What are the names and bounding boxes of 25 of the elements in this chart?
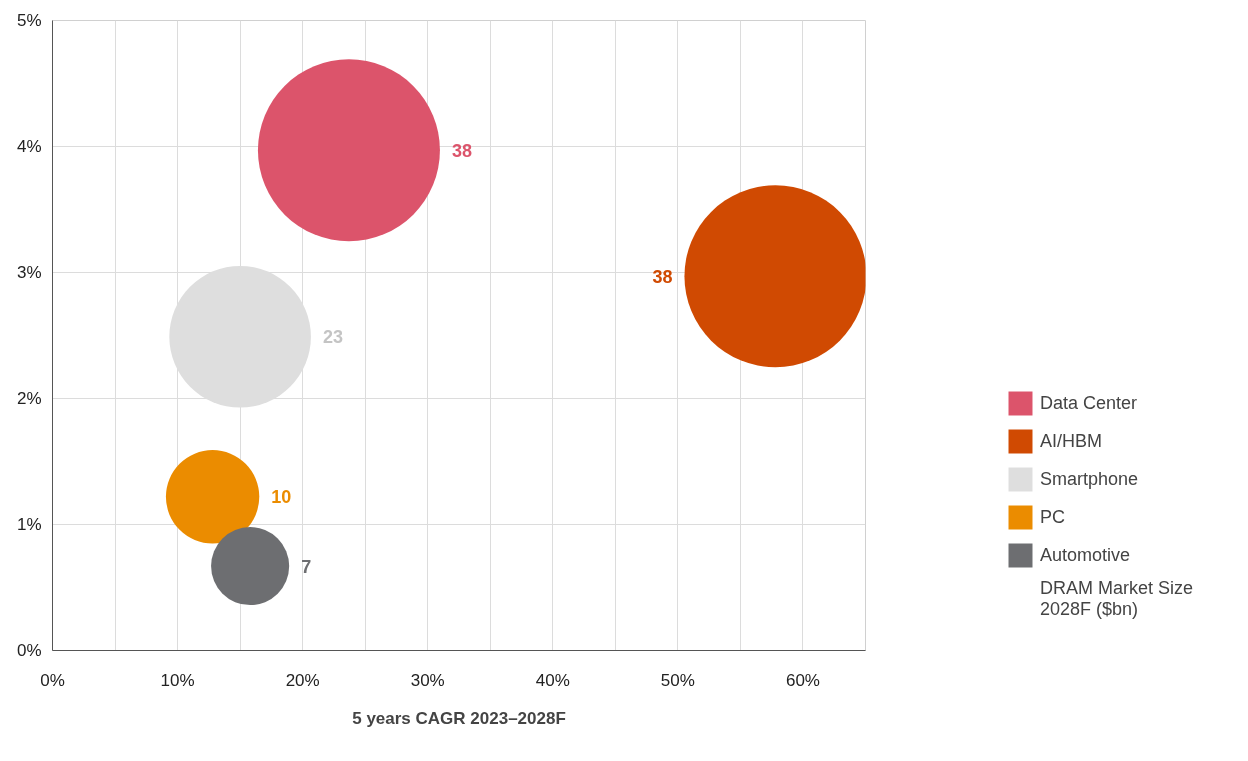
data-label: 38 [451,140,472,161]
y-tick-label: 1% [16,515,42,534]
x-tick-label: 50% [660,670,695,690]
data-label: 38 [652,266,673,287]
text: DRAM Market Size 2028F ($bn) [1040,578,1194,620]
x-tick-label: 0% [40,670,65,690]
y-tick-label: 0% [16,641,42,660]
data-label: 23 [322,327,343,348]
y-tick-label: 3% [16,263,42,282]
y-tick-label: 5% [16,11,42,30]
legend-label: AI/HBM [1040,430,1103,452]
x-axis-title: 5 years CAGR 2023–2028F [352,708,566,728]
x-tick-label: 10% [160,670,195,690]
x-tick-label: 20% [285,670,320,690]
legend-label: PC [1040,506,1066,528]
legend-label: Smartphone [1040,468,1139,490]
data-label: 10 [271,487,292,508]
y-tick-label: 2% [16,389,42,408]
legend-label: Automotive [1040,544,1131,566]
legend-label: Data Center [1040,392,1138,414]
x-tick-label: 40% [535,670,570,690]
y-tick-label: 4% [16,137,42,156]
x-tick-label: 30% [410,670,445,690]
data-label: 7 [301,556,312,577]
x-tick-label: 60% [785,670,820,690]
